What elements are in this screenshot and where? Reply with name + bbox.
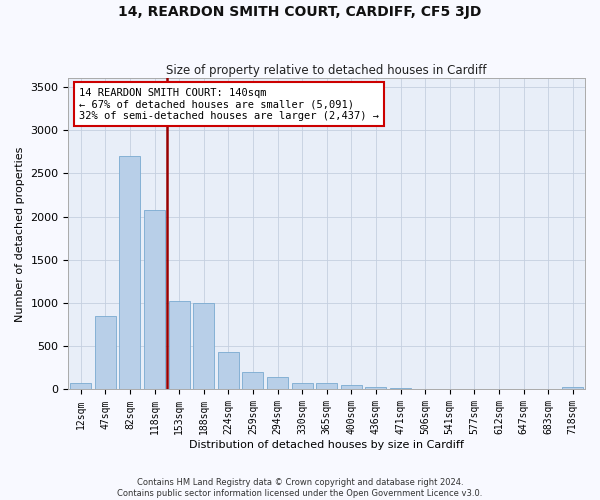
Bar — [193, 303, 214, 390]
Y-axis label: Number of detached properties: Number of detached properties — [15, 146, 25, 322]
Bar — [365, 387, 386, 390]
Bar — [70, 384, 91, 390]
Bar — [242, 372, 263, 390]
X-axis label: Distribution of detached houses by size in Cardiff: Distribution of detached houses by size … — [189, 440, 464, 450]
Bar — [316, 382, 337, 390]
Bar — [218, 352, 239, 390]
Text: Contains HM Land Registry data © Crown copyright and database right 2024.
Contai: Contains HM Land Registry data © Crown c… — [118, 478, 482, 498]
Bar — [292, 382, 313, 390]
Text: 14 REARDON SMITH COURT: 140sqm
← 67% of detached houses are smaller (5,091)
32% : 14 REARDON SMITH COURT: 140sqm ← 67% of … — [79, 88, 379, 120]
Title: Size of property relative to detached houses in Cardiff: Size of property relative to detached ho… — [166, 64, 487, 77]
Text: 14, REARDON SMITH COURT, CARDIFF, CF5 3JD: 14, REARDON SMITH COURT, CARDIFF, CF5 3J… — [118, 5, 482, 19]
Bar — [415, 388, 436, 390]
Bar — [169, 302, 190, 390]
Bar — [390, 388, 411, 390]
Bar — [119, 156, 140, 390]
Bar — [562, 387, 583, 390]
Bar — [144, 210, 165, 390]
Bar — [95, 316, 116, 390]
Bar — [267, 378, 288, 390]
Bar — [341, 385, 362, 390]
